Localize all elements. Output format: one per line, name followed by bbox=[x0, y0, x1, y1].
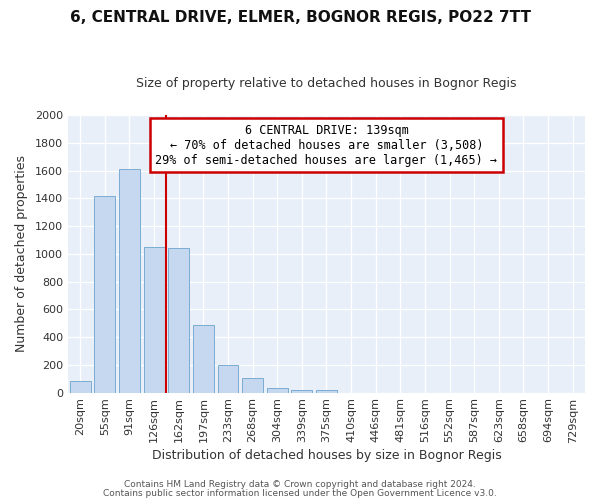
Y-axis label: Number of detached properties: Number of detached properties bbox=[15, 156, 28, 352]
Text: Contains public sector information licensed under the Open Government Licence v3: Contains public sector information licen… bbox=[103, 489, 497, 498]
Bar bbox=[218, 365, 238, 392]
Title: Size of property relative to detached houses in Bognor Regis: Size of property relative to detached ho… bbox=[136, 78, 517, 90]
Text: 6, CENTRAL DRIVE, ELMER, BOGNOR REGIS, PO22 7TT: 6, CENTRAL DRIVE, ELMER, BOGNOR REGIS, P… bbox=[70, 10, 530, 25]
Bar bbox=[267, 388, 287, 392]
Bar bbox=[292, 390, 313, 392]
Bar bbox=[70, 382, 91, 392]
Bar bbox=[119, 170, 140, 392]
Bar bbox=[168, 248, 189, 392]
Bar bbox=[242, 378, 263, 392]
Bar bbox=[143, 247, 164, 392]
Text: Contains HM Land Registry data © Crown copyright and database right 2024.: Contains HM Land Registry data © Crown c… bbox=[124, 480, 476, 489]
Bar bbox=[316, 390, 337, 392]
Text: 6 CENTRAL DRIVE: 139sqm
← 70% of detached houses are smaller (3,508)
29% of semi: 6 CENTRAL DRIVE: 139sqm ← 70% of detache… bbox=[155, 124, 497, 166]
Bar bbox=[94, 196, 115, 392]
X-axis label: Distribution of detached houses by size in Bognor Regis: Distribution of detached houses by size … bbox=[152, 450, 502, 462]
Bar bbox=[193, 324, 214, 392]
